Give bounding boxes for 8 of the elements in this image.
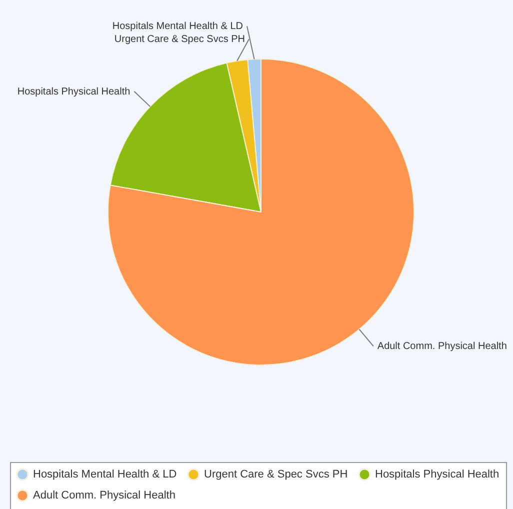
slice-label: Adult Comm. Physical Health bbox=[377, 341, 507, 352]
legend-label: Adult Comm. Physical Health bbox=[33, 490, 176, 502]
slice-label: Urgent Care & Spec Svcs PH bbox=[114, 34, 245, 46]
legend-label: Hospitals Physical Health bbox=[375, 468, 500, 481]
slice-label: Hospitals Physical Health bbox=[17, 86, 130, 98]
legend-label: Urgent Care & Spec Svcs PH bbox=[204, 468, 348, 481]
slice-label: Hospitals Mental Health & LD bbox=[112, 21, 243, 32]
legend-label: Hospitals Mental Health & LD bbox=[33, 468, 177, 481]
